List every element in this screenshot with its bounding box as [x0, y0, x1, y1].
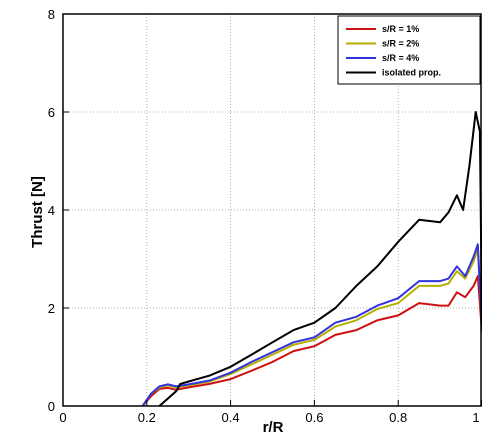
legend: s/R = 1% s/R = 2% s/R = 4% isolated prop. — [337, 15, 481, 85]
grid — [63, 14, 482, 406]
series-line-3 — [141, 243, 482, 407]
x-tick-label: 0.6 — [305, 410, 323, 425]
x-tick-label: 0.8 — [389, 410, 407, 425]
legend-label: s/R = 1% — [382, 24, 419, 34]
series-lines — [141, 111, 482, 407]
x-tick-label: 0.2 — [138, 410, 156, 425]
legend-label: s/R = 4% — [382, 53, 419, 63]
y-axis-title: Thrust [N] — [29, 176, 46, 248]
y-tick-label: 2 — [48, 301, 55, 316]
legend-label: isolated prop. — [382, 68, 441, 78]
axis-ticks: 0 0.2 0.4 0.6 0.8 1 0 2 4 6 8 — [48, 7, 482, 425]
x-axis-title: r/R — [263, 419, 284, 436]
series-line-2 — [141, 248, 482, 407]
legend-label: s/R = 2% — [382, 39, 419, 49]
y-tick-label: 4 — [48, 203, 55, 218]
x-tick-label: 0 — [59, 410, 66, 425]
y-tick-label: 0 — [48, 399, 55, 414]
series-line-4 — [158, 111, 482, 407]
series-line-1 — [141, 275, 482, 407]
y-tick-label: 8 — [48, 7, 55, 22]
x-tick-label: 0.4 — [222, 410, 240, 425]
y-tick-label: 6 — [48, 105, 55, 120]
x-tick-label: 1 — [472, 410, 479, 425]
